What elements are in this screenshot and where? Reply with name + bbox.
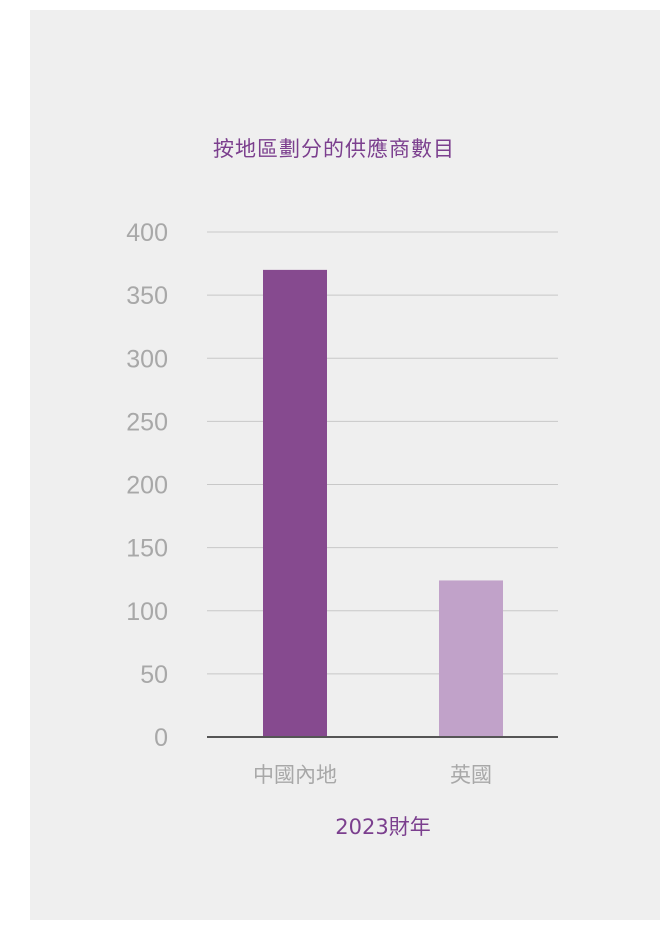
gridlines xyxy=(207,231,558,675)
chart-title: 按地區劃分的供應商數目 xyxy=(213,137,455,161)
y-tick-label-0: 0 xyxy=(154,724,168,752)
y-tick-label-300: 300 xyxy=(126,345,168,373)
y-tick-label-150: 150 xyxy=(126,535,168,563)
x-axis-title: 2023財年 xyxy=(335,815,430,839)
y-tick-label-250: 250 xyxy=(126,408,168,436)
x-category-label-1: 英國 xyxy=(450,763,492,787)
y-tick-label-50: 50 xyxy=(140,661,168,689)
bar-1 xyxy=(439,580,503,737)
y-tick-label-200: 200 xyxy=(126,472,168,500)
x-category-label-0: 中國內地 xyxy=(253,763,337,787)
bar-0 xyxy=(263,269,327,737)
x-axis-categories: 中國內地 英國 xyxy=(253,763,492,787)
y-tick-label-350: 350 xyxy=(126,282,168,310)
bars xyxy=(263,269,503,737)
y-axis-ticks: 0 50 100 150 200 250 300 350 400 xyxy=(126,219,168,752)
y-tick-label-400: 400 xyxy=(126,219,168,247)
chart-card xyxy=(30,10,660,920)
y-tick-label-100: 100 xyxy=(126,598,168,626)
